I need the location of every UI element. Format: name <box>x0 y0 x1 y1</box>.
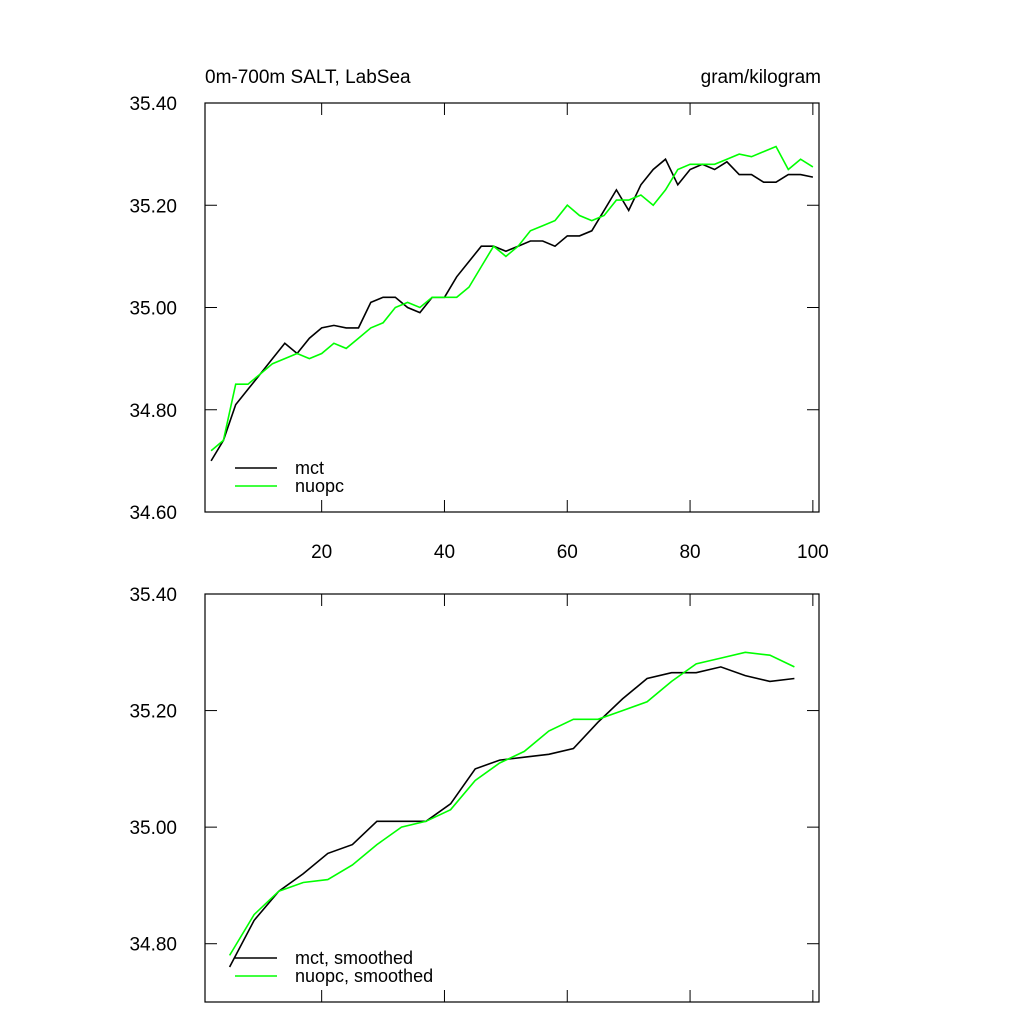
y-tick-label: 35.00 <box>129 299 177 320</box>
data-line <box>228 651 795 956</box>
x-tick-label: 60 <box>557 542 578 563</box>
y-tick-label: 35.40 <box>129 585 177 606</box>
plot-frame <box>204 102 820 513</box>
y-tick-label: 34.80 <box>129 935 177 956</box>
y-tick-label: 35.20 <box>129 196 177 217</box>
x-tick-label: 100 <box>797 542 829 563</box>
x-tick-label: 80 <box>679 542 700 563</box>
y-tick-label: 34.60 <box>129 503 177 524</box>
legend-label: mct, smoothed <box>295 948 413 968</box>
plot-frame <box>204 593 820 1003</box>
units-label: gram/kilogram <box>701 67 821 88</box>
legend-label: mct <box>295 458 324 478</box>
y-tick-label: 35.40 <box>129 94 177 115</box>
data-line <box>210 145 814 452</box>
data-line <box>210 157 814 462</box>
y-tick-label: 34.80 <box>129 401 177 422</box>
data-line <box>228 666 795 968</box>
chart-title: 0m-700m SALT, LabSea <box>205 67 411 88</box>
legend-label: nuopc <box>295 476 344 496</box>
y-tick-label: 35.00 <box>129 818 177 839</box>
y-tick-label: 35.20 <box>129 702 177 723</box>
x-tick-label: 20 <box>311 542 332 563</box>
legend-label: nuopc, smoothed <box>295 966 433 986</box>
x-tick-label: 40 <box>434 542 455 563</box>
